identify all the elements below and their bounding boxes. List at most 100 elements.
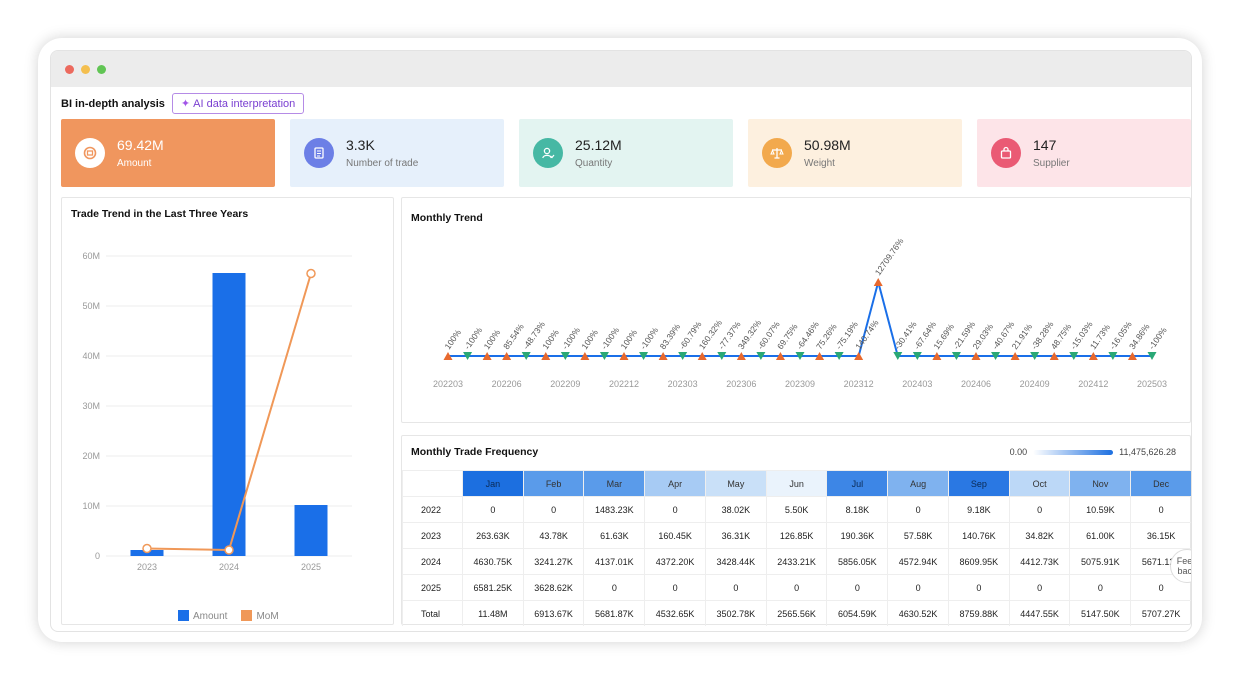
down-marker[interactable] xyxy=(1108,352,1118,360)
table-cell: 0 xyxy=(1069,574,1132,601)
column-header[interactable]: Mar xyxy=(583,470,646,497)
mom-point[interactable] xyxy=(224,545,234,555)
down-marker[interactable] xyxy=(599,352,609,360)
x-tick-label: 2024 xyxy=(219,562,239,572)
page-title: BI in-depth analysis xyxy=(61,97,165,110)
up-marker[interactable] xyxy=(541,352,551,360)
column-header[interactable]: Jun xyxy=(765,470,828,497)
down-marker[interactable] xyxy=(912,352,922,360)
bar-amount[interactable] xyxy=(294,505,328,556)
up-marker[interactable] xyxy=(971,352,981,360)
column-header[interactable]: Apr xyxy=(644,470,706,497)
legend-item-amount[interactable]: Amount xyxy=(178,610,227,622)
column-header[interactable]: Feb xyxy=(522,470,585,497)
column-header[interactable]: Nov xyxy=(1069,470,1132,497)
x-tick-label: 202212 xyxy=(609,379,639,389)
down-marker[interactable] xyxy=(717,352,727,360)
frequency-table: Jan Feb Mar Apr May Jun Jul Aug Sep Oct Nov Dec 2022… xyxy=(402,470,1191,626)
up-marker[interactable] xyxy=(443,352,453,360)
down-marker[interactable] xyxy=(1069,352,1079,360)
kpi-card-amount[interactable]: 69.42M Amount xyxy=(61,119,275,187)
minimize-window-dot[interactable] xyxy=(81,64,90,74)
down-marker[interactable] xyxy=(991,352,1001,360)
up-marker[interactable] xyxy=(873,278,883,286)
table-cell: 8609.95K xyxy=(947,548,1010,575)
up-marker[interactable] xyxy=(482,352,492,360)
down-marker[interactable] xyxy=(795,352,805,360)
bar-amount[interactable] xyxy=(212,273,246,556)
column-header[interactable]: Sep xyxy=(947,470,1010,497)
down-marker[interactable] xyxy=(893,352,903,360)
table-cell: 9.18K xyxy=(947,496,1010,523)
table-cell: 4630.52K xyxy=(887,600,949,626)
kpi-label: Number of trade xyxy=(346,158,419,169)
table-cell: 11.48M xyxy=(461,600,524,626)
mom-point[interactable] xyxy=(306,268,316,279)
maximize-window-dot[interactable] xyxy=(97,64,106,74)
sparkle-icon: ✦ xyxy=(180,98,191,110)
up-marker[interactable] xyxy=(932,352,942,360)
table-row: Total 11.48M 6913.67K 5681.87K 4532.65K 3502.… xyxy=(402,600,1191,626)
table-cell: 0 xyxy=(704,574,767,601)
scale-gradient[interactable] xyxy=(1033,449,1114,455)
down-marker[interactable] xyxy=(834,352,844,360)
up-marker[interactable] xyxy=(854,352,864,360)
table-cell: 34.82K xyxy=(1008,522,1071,549)
monthly-trend-chart: 100%-100%100%85.54%-48.73%100%-100%100%-… xyxy=(433,236,1169,389)
x-tick-label: 202206 xyxy=(492,379,522,389)
up-marker[interactable] xyxy=(580,352,590,360)
column-header[interactable]: Oct xyxy=(1008,470,1071,497)
down-marker[interactable] xyxy=(1030,352,1040,360)
table-cell: 3428.44K xyxy=(704,548,767,575)
column-header[interactable]: Jul xyxy=(826,470,889,497)
kpi-label: Quantity xyxy=(575,158,613,169)
down-marker[interactable] xyxy=(678,352,688,360)
down-marker[interactable] xyxy=(639,352,649,360)
column-header[interactable]: Jan xyxy=(461,470,524,497)
ai-interpretation-button[interactable]: ✦ AI data interpretation xyxy=(171,93,305,114)
up-marker[interactable] xyxy=(619,352,629,360)
up-marker[interactable] xyxy=(736,352,746,360)
up-marker[interactable] xyxy=(775,352,785,360)
kpi-value: 3.3K xyxy=(346,137,375,153)
down-marker[interactable] xyxy=(463,352,473,360)
up-marker[interactable] xyxy=(502,352,512,360)
kpi-card-number-of-trade[interactable]: 3.3K Number of trade xyxy=(290,119,504,187)
kpi-card-supplier[interactable]: 147 Supplier xyxy=(977,119,1191,187)
shopping-bag-icon xyxy=(991,138,1021,168)
mom-point[interactable] xyxy=(142,543,152,554)
legend-item-mom[interactable]: MoM xyxy=(241,610,279,622)
up-marker[interactable] xyxy=(697,352,707,360)
panel-title: Monthly Trend xyxy=(411,212,483,224)
y-tick-label: 10M xyxy=(82,501,100,511)
kpi-card-weight[interactable]: 50.98M Weight xyxy=(748,119,962,187)
x-tick-label: 202209 xyxy=(550,379,580,389)
point-label: 100% xyxy=(482,327,503,351)
table-cell: 0 xyxy=(1008,574,1071,601)
up-marker[interactable] xyxy=(815,352,825,360)
table-corner xyxy=(402,470,463,497)
down-marker[interactable] xyxy=(521,352,531,360)
column-header[interactable]: Aug xyxy=(887,470,949,497)
down-marker[interactable] xyxy=(951,352,961,360)
column-header[interactable]: May xyxy=(704,470,767,497)
column-header[interactable]: Dec xyxy=(1130,470,1191,497)
down-marker[interactable] xyxy=(756,352,766,360)
table-cell: 2565.56K xyxy=(765,600,828,626)
table-cell: 0 xyxy=(826,574,889,601)
dashboard-header: BI in-depth analysis ✦ AI data interpret… xyxy=(61,93,305,114)
up-marker[interactable] xyxy=(1088,352,1098,360)
up-marker[interactable] xyxy=(658,352,668,360)
close-window-dot[interactable] xyxy=(65,64,74,74)
up-marker[interactable] xyxy=(1010,352,1020,360)
point-label: -100% xyxy=(560,325,583,351)
down-marker[interactable] xyxy=(1147,352,1157,360)
up-marker[interactable] xyxy=(1127,352,1137,360)
up-marker[interactable] xyxy=(1049,352,1059,360)
kpi-value: 69.42M xyxy=(117,137,164,153)
table-cell: 5856.05K xyxy=(826,548,889,575)
table-cell: 4572.94K xyxy=(887,548,949,575)
kpi-card-quantity[interactable]: 25.12M Quantity xyxy=(519,119,733,187)
down-marker[interactable] xyxy=(560,352,570,360)
browser-window: BI in-depth analysis ✦ AI data interpret… xyxy=(50,50,1192,632)
